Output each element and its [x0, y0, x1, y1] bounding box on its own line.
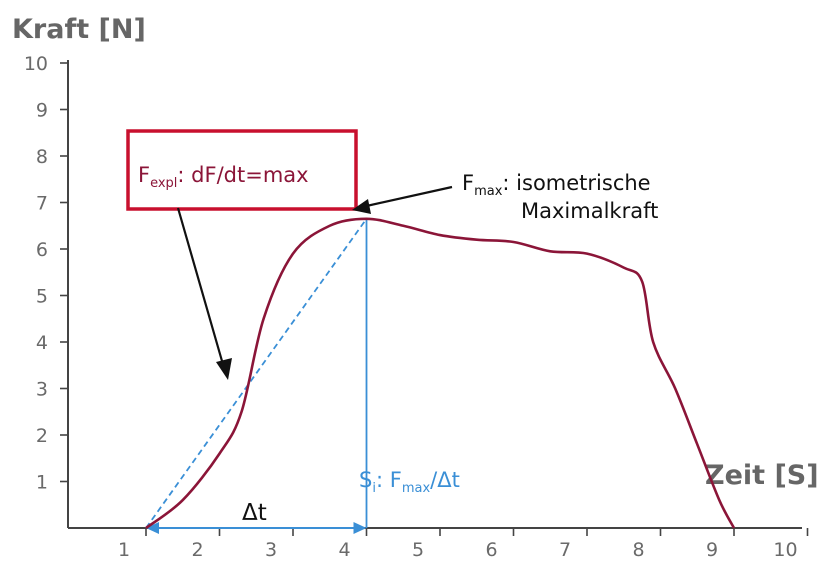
x-tick-label: 5: [412, 539, 424, 561]
fmax-label-line2: Maximalkraft: [521, 199, 658, 223]
x-tick-label: 8: [632, 539, 644, 561]
fmax-arrowhead: [352, 199, 371, 214]
y-tick-label: 4: [36, 332, 48, 354]
fexpl-sub: expl: [150, 176, 177, 191]
si-main: S: [359, 468, 372, 492]
fmax-main: F: [462, 171, 474, 195]
fmax-label: Fmax: isometrische: [462, 171, 651, 199]
fexpl-text: : dF/dt=max: [177, 163, 308, 187]
x-tick-label: 1: [118, 539, 130, 561]
si-sub2: max: [402, 481, 431, 496]
fmax-sub: max: [474, 184, 503, 199]
x-tick-label: 4: [338, 539, 350, 561]
x-tick-label: 2: [191, 539, 203, 561]
x-tick-label: 10: [773, 539, 797, 561]
y-ticks: 1 2 3 4 5 6 7 8 9 10: [24, 53, 68, 494]
x-tick-label: 6: [485, 539, 497, 561]
x-tick-label: 7: [559, 539, 571, 561]
y-tick-label: 8: [36, 146, 48, 168]
x-axis-title: Zeit [S]: [705, 460, 819, 491]
y-tick-label: 5: [36, 286, 48, 308]
fexpl-arrowhead: [216, 358, 232, 380]
si-end: /Δt: [430, 468, 460, 492]
si-mid: : F: [376, 468, 402, 492]
x-tick-label: 3: [265, 539, 277, 561]
fmax-line1: : isometrische: [502, 171, 650, 195]
x-ticks: 1 2 3 4 5 6 7 8 9 10: [118, 528, 809, 561]
y-tick-label: 7: [36, 193, 48, 215]
delta-t-label: Δt: [242, 500, 267, 526]
fexpl-label: Fexpl: dF/dt=max: [138, 163, 309, 191]
y-tick-label: 1: [36, 472, 48, 494]
fexpl-arrow-line: [176, 207, 226, 369]
delta-t-left-arrowhead: [146, 522, 159, 534]
si-sub: i: [372, 481, 376, 496]
y-tick-label: 10: [24, 53, 48, 75]
y-tick-label: 2: [36, 425, 48, 447]
delta-t-right-arrowhead: [353, 522, 367, 534]
fexpl-highlight-box: [126, 129, 358, 211]
force-curve: [145, 217, 736, 530]
tangent-line: [145, 218, 368, 529]
y-tick-label: 3: [36, 379, 48, 401]
x-tick-label: 9: [706, 539, 718, 561]
fmax-arrow-line: [361, 185, 453, 209]
fexpl-main: F: [138, 163, 150, 187]
si-label: Si: Fmax/Δt: [359, 468, 460, 496]
y-tick-label: 6: [36, 239, 48, 261]
y-tick-label: 9: [36, 100, 48, 122]
y-axis-title: Kraft [N]: [12, 14, 146, 45]
